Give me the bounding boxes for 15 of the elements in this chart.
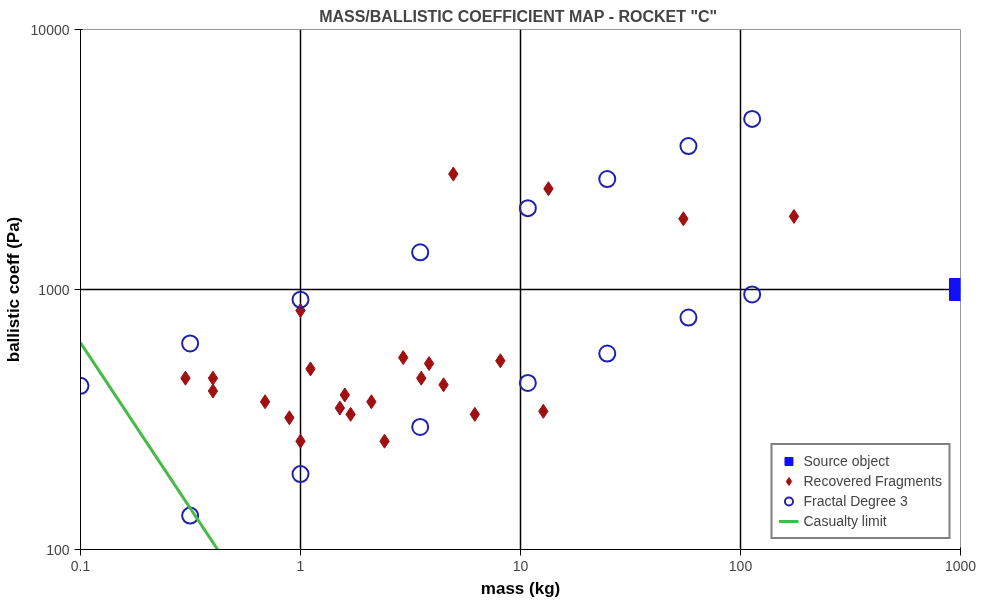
x-tick-label: 0.1 — [70, 557, 91, 574]
y-tick-label: 1000 — [38, 281, 70, 298]
x-tick-label: 1000 — [944, 557, 977, 574]
legend-label: Recovered Fragments — [803, 472, 942, 491]
chart-title: MASS/BALLISTIC COEFFICIENT MAP - ROCKET "C" — [319, 7, 718, 25]
legend-label: Casualty limit — [803, 512, 887, 531]
x-tick-label: 100 — [728, 557, 753, 574]
legend-label: Fractal Degree 3 — [803, 492, 908, 511]
y-tick-label: 100 — [46, 541, 70, 558]
legend-label: Source object — [803, 452, 890, 471]
y-tick-label: 10000 — [30, 21, 70, 38]
x-tick-label: 1 — [296, 557, 305, 574]
x-tick-label: 10 — [512, 557, 529, 574]
y-axis-title: ballistic coeff (Pa) — [3, 216, 23, 363]
x-axis-title: mass (kg) — [480, 578, 561, 598]
